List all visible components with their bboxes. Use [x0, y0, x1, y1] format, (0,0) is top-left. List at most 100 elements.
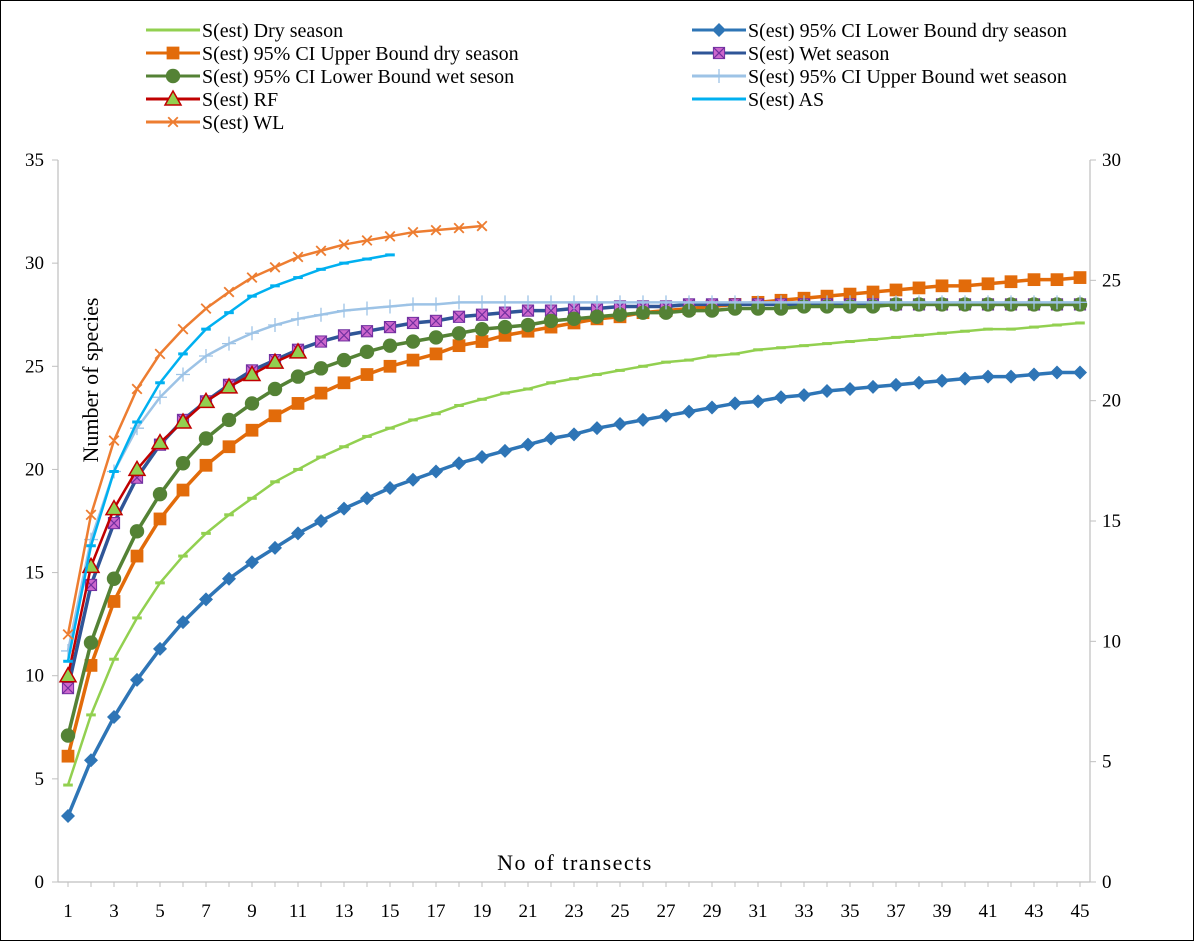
data-point	[452, 295, 466, 310]
data-point	[728, 295, 742, 310]
data-point	[981, 295, 995, 310]
data-point	[429, 314, 443, 328]
data-point	[360, 301, 374, 316]
x-tick-label: 41	[979, 901, 998, 922]
y-right-tick-label: 30	[1102, 150, 1121, 171]
data-point	[288, 342, 308, 359]
data-point	[520, 317, 536, 333]
data-point	[1050, 365, 1064, 380]
series-6	[58, 342, 308, 683]
data-point	[705, 400, 719, 415]
legend-label: S(est) 95% CI Lower Bound dry season	[748, 20, 1067, 42]
data-point	[935, 279, 949, 293]
y-right-tick-label: 25	[1102, 270, 1121, 291]
data-point	[981, 369, 995, 384]
data-point	[176, 615, 190, 630]
data-point	[912, 281, 926, 295]
x-tick-label: 11	[289, 901, 307, 922]
data-point	[428, 330, 444, 345]
data-point	[360, 368, 374, 381]
data-point	[452, 310, 466, 323]
data-point	[889, 377, 903, 392]
data-point	[360, 325, 374, 338]
data-point	[244, 396, 260, 411]
data-point	[130, 672, 144, 687]
data-point	[728, 396, 742, 411]
data-point	[590, 295, 604, 310]
data-point	[61, 681, 75, 695]
data-point	[843, 295, 857, 310]
legend-item: S(est) WL	[146, 112, 284, 134]
data-point	[1050, 295, 1064, 310]
data-point	[175, 456, 191, 471]
data-point	[613, 295, 627, 310]
data-point	[361, 235, 373, 246]
data-point	[544, 431, 558, 446]
data-point	[429, 297, 443, 312]
legend-swatch-marker	[712, 46, 726, 60]
data-point	[705, 295, 719, 310]
data-point	[359, 344, 375, 360]
x-tick-label: 21	[519, 901, 538, 922]
y-axis-title: Number of species	[78, 298, 103, 463]
data-point	[889, 295, 903, 310]
data-point	[429, 347, 443, 361]
legend-swatch-marker	[163, 89, 183, 106]
data-point	[383, 299, 397, 314]
data-point	[61, 749, 75, 763]
data-point	[383, 359, 397, 373]
data-point	[682, 295, 696, 310]
data-point	[452, 339, 466, 353]
data-point	[474, 321, 490, 337]
data-point	[774, 295, 788, 310]
legend-label: S(est) WL	[202, 112, 284, 134]
data-point	[242, 365, 262, 382]
data-point	[314, 307, 328, 322]
data-point	[476, 220, 488, 232]
series-2	[61, 271, 1087, 763]
data-point	[1027, 367, 1041, 382]
y-left-tick-label: 30	[25, 253, 44, 274]
data-point	[338, 239, 350, 251]
axes	[52, 159, 1096, 887]
data-point	[176, 483, 190, 497]
data-point	[681, 303, 697, 318]
data-point	[199, 458, 213, 472]
series-line	[66, 301, 1080, 652]
x-tick-label: 3	[109, 901, 119, 922]
data-point	[636, 295, 650, 310]
data-point	[313, 361, 329, 376]
data-point	[406, 353, 420, 367]
data-point	[843, 287, 857, 301]
data-point	[107, 709, 121, 724]
data-point	[382, 338, 398, 353]
legend-item: S(est) Dry season	[146, 20, 343, 42]
data-point	[104, 499, 124, 516]
data-point	[635, 305, 651, 320]
data-point	[682, 404, 696, 419]
data-point	[475, 295, 489, 310]
y-left-tick-label: 25	[25, 356, 44, 377]
data-point	[451, 326, 467, 341]
data-point	[245, 326, 259, 341]
data-point	[958, 371, 972, 386]
x-tick-label: 5	[155, 901, 165, 922]
y-left-tick-label: 20	[25, 459, 44, 480]
data-point	[177, 323, 189, 335]
data-point	[935, 373, 949, 388]
series-7	[63, 253, 395, 663]
y-right-tick-label: 20	[1102, 391, 1121, 412]
data-point	[405, 334, 421, 349]
series-1	[61, 365, 1087, 823]
legend-swatch-marker	[167, 116, 179, 128]
data-point	[314, 386, 328, 400]
data-point	[521, 295, 535, 310]
data-point	[912, 295, 926, 310]
series-3	[61, 298, 1087, 695]
data-point	[820, 295, 834, 310]
data-point	[935, 295, 949, 310]
data-point	[291, 397, 305, 410]
data-point	[497, 319, 513, 335]
legend-label: S(est) 95% CI Upper Bound dry season	[202, 43, 519, 65]
